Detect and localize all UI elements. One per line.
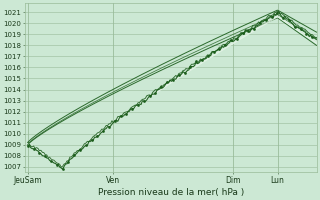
X-axis label: Pression niveau de la mer( hPa ): Pression niveau de la mer( hPa ) (98, 188, 244, 197)
